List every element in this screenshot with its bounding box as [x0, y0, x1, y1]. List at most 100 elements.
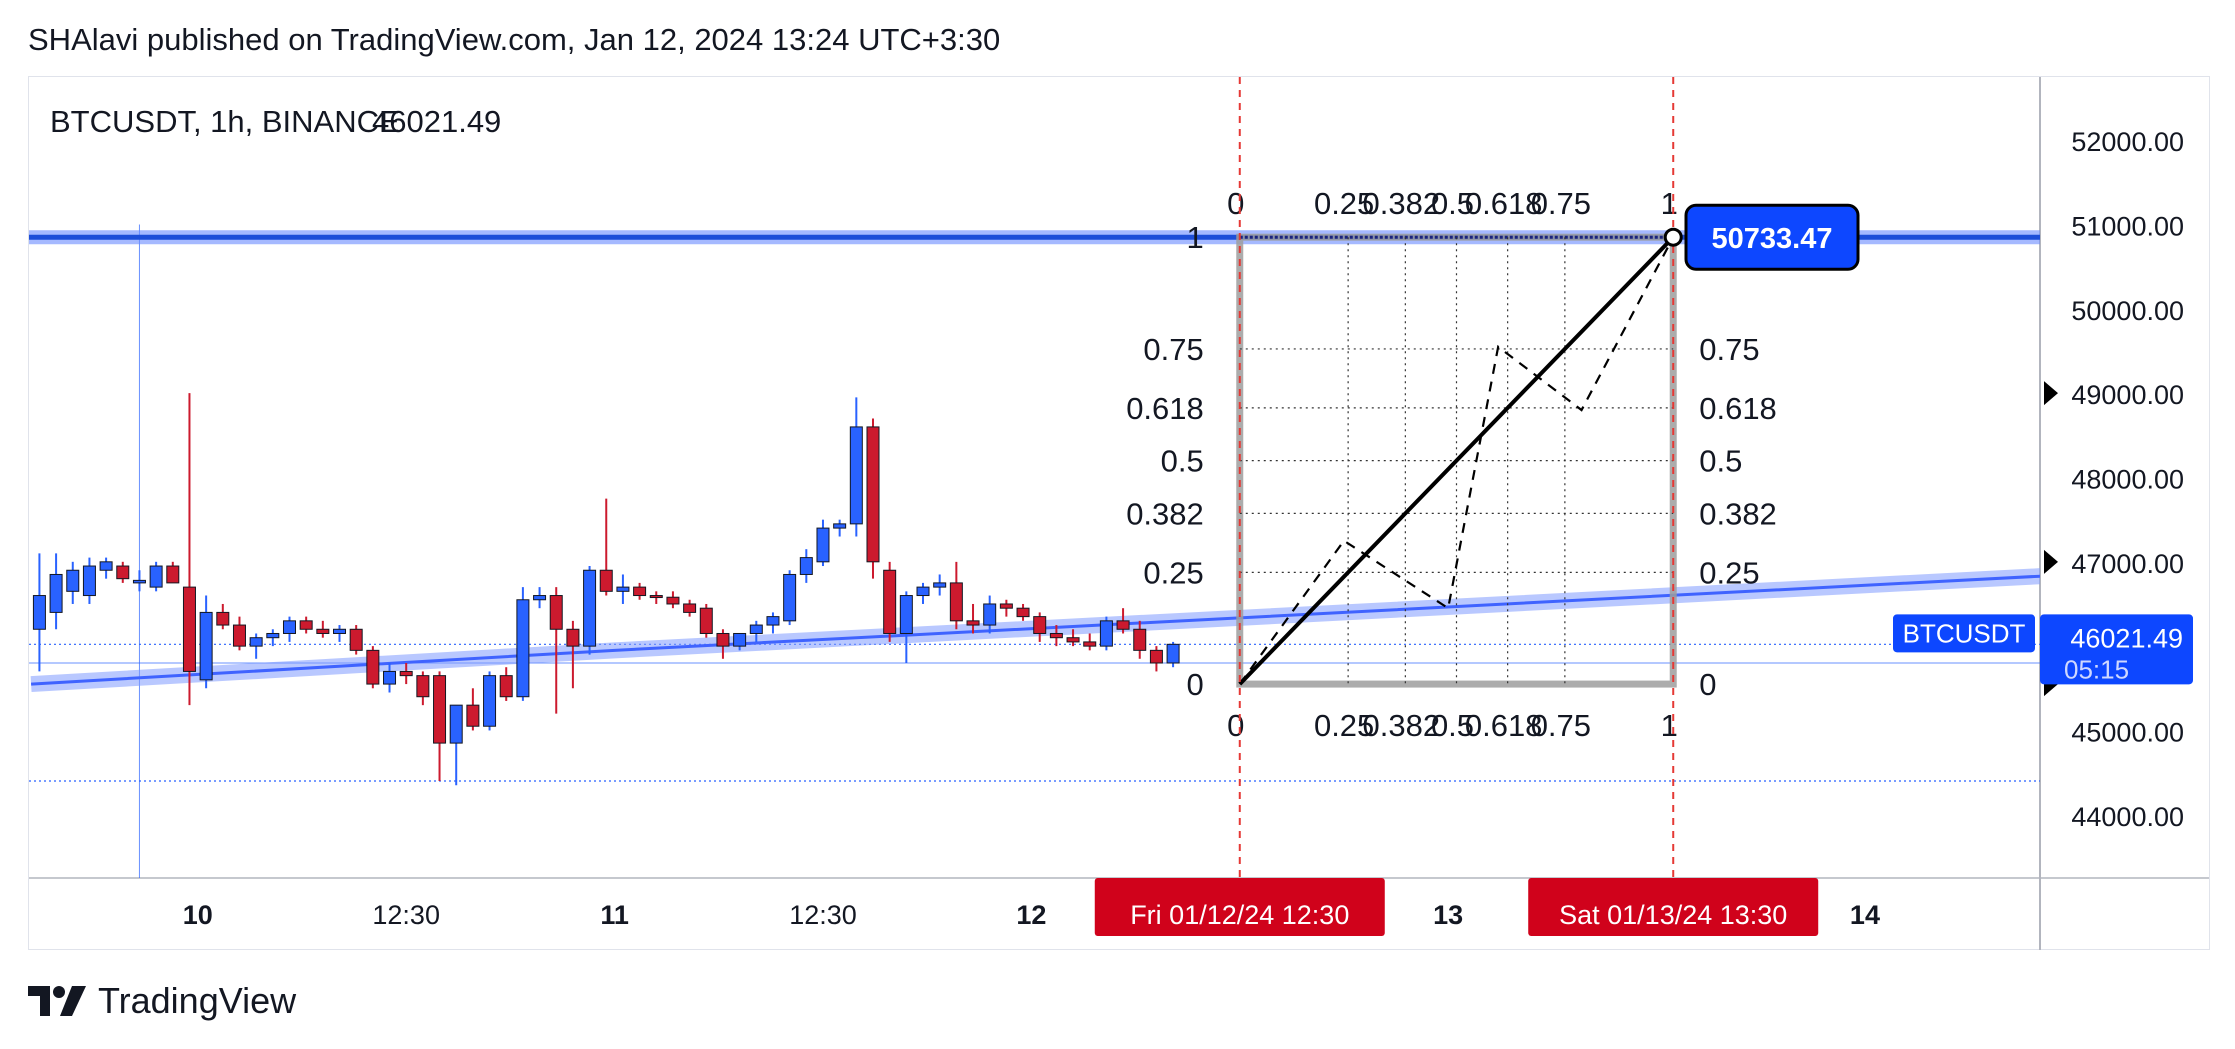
- candle-body: [82, 565, 96, 597]
- fib-time-label-bottom: 0.25: [1314, 708, 1374, 743]
- candle: [66, 561, 80, 604]
- candle: [933, 574, 947, 596]
- fib-level-label-left: 0.382: [1126, 496, 1204, 531]
- candle-body: [649, 595, 663, 599]
- candle: [949, 561, 963, 630]
- candle: [249, 633, 263, 659]
- candle-body: [783, 573, 797, 622]
- candle-body: [132, 579, 146, 584]
- candle: [616, 574, 630, 604]
- candle-body: [833, 523, 847, 529]
- candle-body: [232, 624, 246, 647]
- price-tick-label: 47000.00: [2071, 549, 2184, 579]
- candle: [716, 629, 730, 659]
- candle-body: [166, 565, 180, 584]
- candle-body: [32, 595, 46, 630]
- candle-body: [99, 561, 113, 571]
- candle: [199, 595, 213, 689]
- time-badge-label: Fri 01/12/24 12:30: [1130, 900, 1349, 930]
- candle-body: [383, 670, 397, 685]
- fib-level-label-right: 0.382: [1699, 496, 1777, 531]
- candle: [49, 553, 63, 630]
- candle: [983, 595, 997, 634]
- candle-body: [49, 573, 63, 613]
- candle: [333, 625, 347, 642]
- candle: [216, 603, 230, 630]
- candle: [1166, 641, 1180, 668]
- candle-body: [349, 628, 363, 651]
- candle-body: [899, 595, 913, 634]
- price-tick-label: 50000.00: [2071, 296, 2184, 326]
- chart-frame: [28, 76, 2210, 950]
- fib-time-label-top: 1: [1661, 186, 1678, 221]
- candle-body: [999, 603, 1013, 609]
- candle: [416, 671, 430, 706]
- axis-marker-icon: [2044, 381, 2058, 406]
- candle: [1099, 616, 1113, 651]
- time-tick-label: 14: [1850, 900, 1880, 930]
- candle: [516, 587, 530, 701]
- candle-body: [249, 637, 263, 647]
- candle-body: [299, 620, 313, 630]
- fib-level-label-left: 0.5: [1161, 444, 1204, 479]
- candle: [783, 570, 797, 626]
- candle: [633, 582, 647, 600]
- candle-body: [716, 632, 730, 647]
- candle: [99, 557, 113, 579]
- price-tick-label: 52000.00: [2071, 127, 2184, 157]
- time-badge: [1528, 878, 1819, 936]
- fib-level-label-left: 0.75: [1143, 332, 1203, 367]
- fib-level-label-right: 0.25: [1699, 555, 1759, 590]
- candle-body: [416, 675, 430, 698]
- candle-body: [799, 557, 813, 575]
- candle-body: [533, 595, 547, 601]
- candle: [349, 625, 363, 655]
- candle: [766, 612, 780, 634]
- candle: [499, 667, 513, 701]
- candle-body: [466, 704, 480, 727]
- candle: [966, 603, 980, 634]
- candle: [266, 629, 280, 647]
- candle-body: [749, 624, 763, 634]
- candle: [366, 646, 380, 689]
- candle: [132, 570, 146, 592]
- candle: [999, 599, 1013, 617]
- candle: [1133, 620, 1147, 659]
- price-tick-label: 49000.00: [2071, 380, 2184, 410]
- candle: [1066, 629, 1080, 647]
- candle: [1083, 633, 1097, 651]
- candle-body: [433, 675, 447, 744]
- fib-time-label-top: 0.618: [1465, 186, 1543, 221]
- candle-body: [266, 632, 280, 639]
- candle: [566, 620, 580, 689]
- fib-time-label-bottom: 0: [1227, 708, 1244, 743]
- candle: [149, 561, 163, 592]
- candle-body: [616, 586, 630, 592]
- candle-body: [66, 569, 80, 592]
- candle-body: [766, 616, 780, 626]
- tradingview-logo-icon: [28, 986, 86, 1016]
- time-tick-label: 10: [183, 900, 213, 930]
- candle: [299, 616, 313, 634]
- tradingview-logo[interactable]: TradingView: [28, 980, 296, 1022]
- time-tick-label: 12:30: [372, 900, 440, 930]
- fib-time-label-bottom: 0.75: [1531, 708, 1591, 743]
- fib-box: [1236, 233, 1677, 688]
- candle-body: [333, 628, 347, 634]
- fib-level-label-right: 0.5: [1699, 444, 1742, 479]
- candle: [733, 632, 747, 651]
- candle: [666, 591, 680, 609]
- price-tick-label: 51000.00: [2071, 212, 2184, 242]
- fib-time-label-bottom: 0.5: [1431, 708, 1474, 743]
- fib-diagonal: [1238, 235, 1675, 686]
- candle: [899, 591, 913, 663]
- candle-body: [516, 599, 530, 698]
- fib-time-label-top: 0.5: [1431, 186, 1474, 221]
- candle-body: [916, 586, 930, 597]
- fib-level-label-left: 1: [1187, 220, 1204, 255]
- candle-body: [666, 596, 680, 605]
- candle: [683, 599, 697, 617]
- candle-body: [549, 595, 563, 630]
- candle: [433, 671, 447, 782]
